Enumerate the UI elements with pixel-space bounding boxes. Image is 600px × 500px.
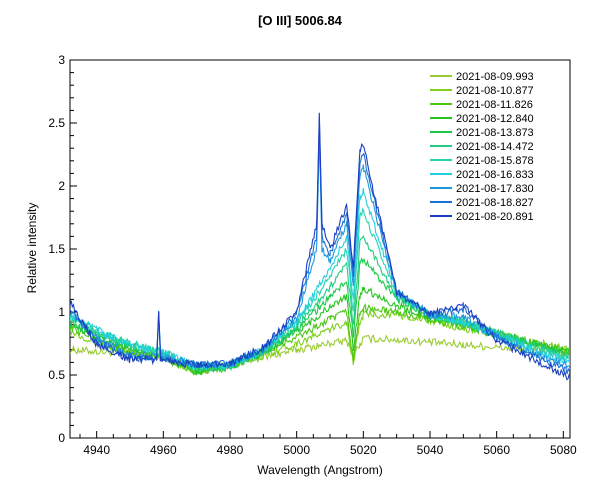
x-tick-label: 5080 <box>550 443 577 457</box>
y-tick-label: 2.5 <box>48 116 65 130</box>
legend: 2021-08-09.993 2021-08-10.877 2021-08-11.8… <box>430 71 534 223</box>
legend-entry: 2021-08-09.993 <box>456 71 534 83</box>
legend-entry: 2021-08-10.877 <box>456 85 534 97</box>
series-layer <box>70 112 570 381</box>
legend-entry: 2021-08-20.891 <box>456 211 534 223</box>
y-tick-label: 1 <box>58 305 65 319</box>
x-tick-label: 5060 <box>483 443 510 457</box>
legend-entry: 2021-08-13.873 <box>456 127 534 139</box>
series-line-2021-08-11.826 <box>70 303 570 376</box>
legend-entry: 2021-08-16.833 <box>456 169 534 181</box>
y-tick-label: 1.5 <box>48 242 65 256</box>
legend-entry: 2021-08-12.840 <box>456 113 534 125</box>
y-tick-label: 0.5 <box>48 368 65 382</box>
y-tick-label: 2 <box>58 179 65 193</box>
y-axis: 0 0.5 1 1.5 2 2.5 3 <box>48 53 77 445</box>
y-tick-label: 3 <box>58 53 65 67</box>
x-tick-label: 4960 <box>150 443 177 457</box>
series-line-2021-08-20.891 <box>70 112 570 381</box>
legend-entry: 2021-08-17.830 <box>456 183 534 195</box>
legend-entry: 2021-08-14.472 <box>456 141 534 153</box>
x-tick-label: 5040 <box>417 443 444 457</box>
y-axis-label: Relative intensity <box>25 203 39 294</box>
legend-entry: 2021-08-15.878 <box>456 155 534 167</box>
legend-entry: 2021-08-18.827 <box>456 197 534 209</box>
legend-entry: 2021-08-11.826 <box>456 99 533 111</box>
chart-title: [O III] 5006.84 <box>258 13 343 28</box>
x-tick-label: 5000 <box>283 443 310 457</box>
x-tick-label: 4940 <box>83 443 110 457</box>
x-axis: 4940 4960 4980 5000 5020 5040 5060 5080 <box>79 431 577 457</box>
x-tick-label: 5020 <box>350 443 377 457</box>
y-tick-label: 0 <box>58 431 65 445</box>
x-tick-label: 4980 <box>217 443 244 457</box>
x-axis-label: Wavelength (Angstrom) <box>257 463 383 477</box>
